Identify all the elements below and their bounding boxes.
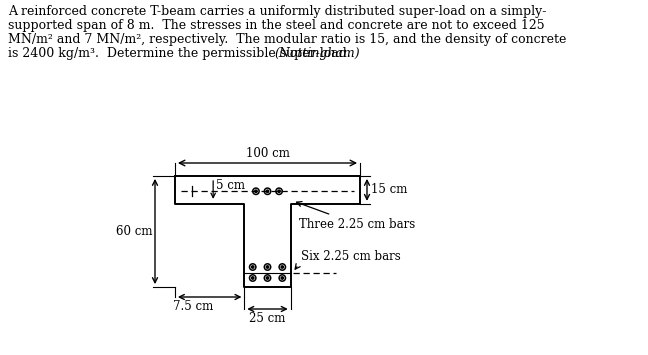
Circle shape (278, 190, 281, 192)
Text: 25 cm: 25 cm (249, 312, 286, 325)
Circle shape (264, 275, 271, 281)
Circle shape (264, 264, 271, 270)
Text: 100 cm: 100 cm (246, 147, 290, 160)
Text: A reinforced concrete T-beam carries a uniformly distributed super-load on a sim: A reinforced concrete T-beam carries a u… (8, 5, 546, 18)
Text: Three 2.25 cm bars: Three 2.25 cm bars (297, 202, 415, 231)
Circle shape (255, 190, 257, 192)
Text: supported span of 8 m.  The stresses in the steel and concrete are not to exceed: supported span of 8 m. The stresses in t… (8, 19, 544, 32)
Circle shape (279, 264, 286, 270)
Text: 15 cm: 15 cm (371, 184, 408, 196)
Text: 60 cm: 60 cm (115, 225, 152, 238)
Text: MN/m² and 7 MN/m², respectively.  The modular ratio is 15, and the density of co: MN/m² and 7 MN/m², respectively. The mod… (8, 33, 566, 46)
Circle shape (253, 188, 259, 195)
Circle shape (281, 277, 284, 279)
Text: 7.5 cm: 7.5 cm (173, 300, 213, 313)
Circle shape (266, 190, 269, 192)
Text: is 2400 kg/m³.  Determine the permissible super-load.: is 2400 kg/m³. Determine the permissible… (8, 47, 359, 60)
Text: Six 2.25 cm bars: Six 2.25 cm bars (301, 250, 400, 262)
Circle shape (251, 266, 254, 268)
Circle shape (266, 266, 269, 268)
Circle shape (249, 264, 256, 270)
Circle shape (276, 188, 283, 195)
Text: (Nottingham): (Nottingham) (275, 47, 360, 60)
Text: 5 cm: 5 cm (216, 179, 245, 192)
Circle shape (281, 266, 284, 268)
Circle shape (279, 275, 286, 281)
Circle shape (264, 188, 271, 195)
Circle shape (249, 275, 256, 281)
Circle shape (266, 277, 269, 279)
Circle shape (251, 277, 254, 279)
